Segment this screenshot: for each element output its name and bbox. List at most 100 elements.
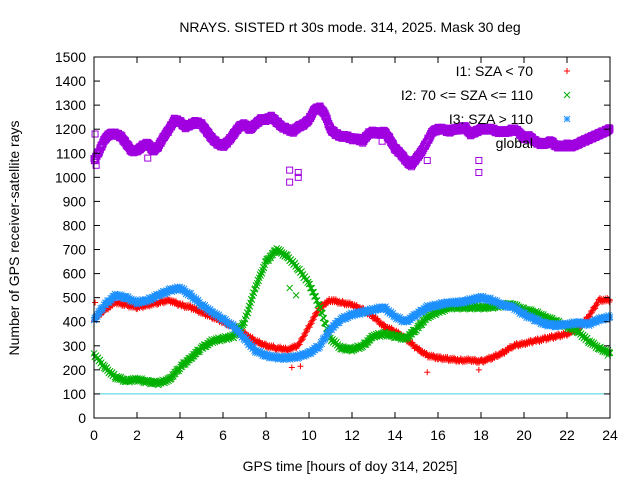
data-point xyxy=(303,326,310,333)
data-point xyxy=(591,316,598,323)
data-point xyxy=(295,340,302,347)
data-point xyxy=(474,296,482,304)
data-point xyxy=(382,303,389,310)
data-point xyxy=(498,351,505,358)
data-point xyxy=(132,296,140,304)
data-point xyxy=(590,317,598,325)
data-point xyxy=(222,315,230,323)
legend-label: I2: 70 <= SZA <= 110 xyxy=(401,87,533,103)
data-point xyxy=(471,355,478,362)
data-point xyxy=(430,351,437,358)
outlier-point xyxy=(92,161,100,169)
data-point xyxy=(515,307,523,314)
data-point xyxy=(310,314,317,321)
data-point xyxy=(318,340,326,348)
data-point xyxy=(302,329,309,336)
data-point xyxy=(510,303,518,310)
data-point xyxy=(149,293,156,301)
data-point xyxy=(229,320,237,328)
data-point xyxy=(110,294,117,302)
data-point xyxy=(313,309,320,316)
data-point xyxy=(155,290,163,298)
data-point xyxy=(243,335,250,343)
data-point xyxy=(223,317,231,325)
x-tick-label: 4 xyxy=(176,427,184,443)
data-point xyxy=(310,316,317,323)
data-point xyxy=(99,306,107,313)
y-tick-label: 200 xyxy=(63,362,87,378)
data-point xyxy=(91,316,99,323)
x-tick-label: 10 xyxy=(301,427,317,443)
data-point xyxy=(593,319,600,326)
data-point xyxy=(96,309,103,317)
data-point xyxy=(514,305,522,312)
y-tick-label: 700 xyxy=(63,242,87,258)
data-point xyxy=(236,328,244,335)
outlier-point xyxy=(286,166,294,174)
data-point xyxy=(199,300,207,308)
series-3 xyxy=(90,283,614,364)
data-point xyxy=(145,294,153,301)
data-point xyxy=(151,292,158,299)
data-point xyxy=(202,303,210,311)
data-point xyxy=(159,287,167,295)
data-point xyxy=(184,288,191,296)
legend-marker xyxy=(563,115,571,123)
series-2 xyxy=(90,245,614,389)
data-point xyxy=(316,343,324,351)
data-point xyxy=(147,294,154,302)
legend-label: I1: SZA < 70 xyxy=(456,63,534,79)
data-point xyxy=(590,306,597,313)
data-point xyxy=(335,319,343,327)
outlier-point xyxy=(144,154,152,162)
outlier-point xyxy=(297,363,304,370)
outlier-point xyxy=(378,137,386,145)
outlier-point xyxy=(294,169,302,177)
x-tick-label: 22 xyxy=(559,427,575,443)
legend-marker xyxy=(563,91,571,99)
data-point xyxy=(209,308,217,316)
data-point xyxy=(300,333,307,340)
y-tick-label: 900 xyxy=(63,193,87,209)
data-point xyxy=(179,300,186,307)
data-point xyxy=(299,336,306,343)
data-point xyxy=(323,332,331,340)
series-1 xyxy=(91,295,613,376)
series-4 xyxy=(90,102,614,186)
y-tick-label: 1300 xyxy=(55,97,86,113)
legend-marker xyxy=(564,68,570,74)
data-point xyxy=(339,314,347,322)
data-point xyxy=(145,296,152,303)
data-point xyxy=(301,332,308,339)
chart-title: NRAYS. SISTED rt 30s mode. 314, 2025. Ma… xyxy=(179,19,520,35)
data-point xyxy=(341,313,349,321)
x-tick-label: 2 xyxy=(133,427,141,443)
data-point xyxy=(308,318,315,325)
data-point xyxy=(589,317,596,325)
x-tick-label: 24 xyxy=(602,427,618,443)
data-point xyxy=(343,312,351,319)
data-point xyxy=(592,316,600,324)
outlier-point xyxy=(423,156,431,164)
tick-layer: 0 2 4 6 8 10 12 14 16 18 20 22 240100200300400500600… xyxy=(55,49,618,443)
data-point xyxy=(299,334,306,341)
data-point xyxy=(512,304,520,311)
y-tick-label: 1000 xyxy=(55,169,86,185)
data-point xyxy=(157,289,165,296)
legend-marker xyxy=(563,139,571,147)
y-tick-label: 1500 xyxy=(55,49,86,65)
data-point xyxy=(451,354,458,361)
data-point xyxy=(213,310,221,318)
data-point xyxy=(270,342,277,349)
data-point xyxy=(587,310,594,317)
data-point xyxy=(592,305,599,312)
outlier-point xyxy=(92,299,99,306)
data-point xyxy=(603,315,611,323)
data-point xyxy=(338,314,346,321)
outlier-point xyxy=(424,369,431,376)
data-point xyxy=(295,342,302,349)
data-point xyxy=(311,313,318,320)
y-tick-label: 600 xyxy=(63,266,87,282)
outlier-point xyxy=(475,156,483,164)
